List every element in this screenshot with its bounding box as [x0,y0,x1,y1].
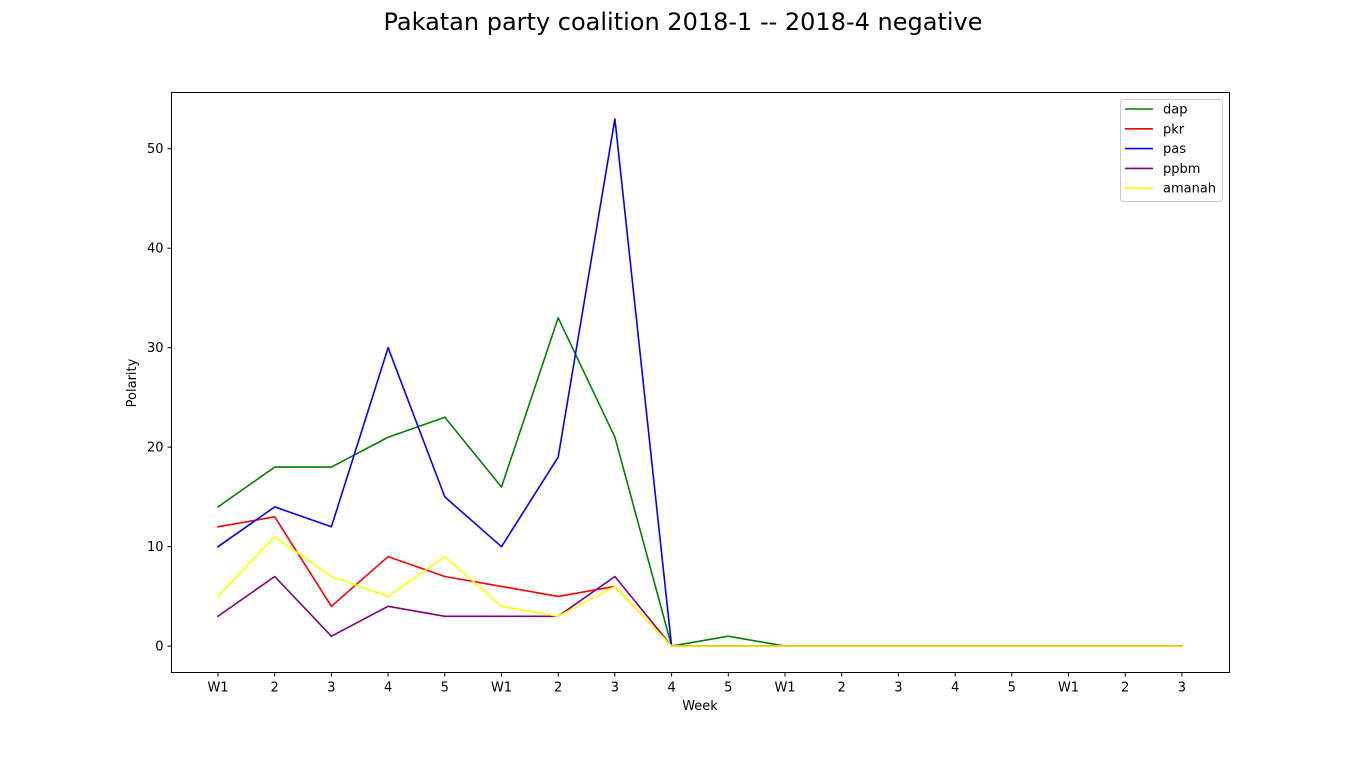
x-tick-label: 2 [271,681,279,696]
x-tick-label: 3 [894,681,902,696]
legend-label-pkr: pkr [1163,122,1185,137]
legend-box [1120,99,1223,202]
legend-label-ppbm: ppbm [1163,162,1200,177]
series-line-pas [216,118,1183,647]
x-tick-label: 3 [327,681,335,696]
x-tick-label: 3 [1178,681,1186,696]
y-tick-label: 10 [147,540,164,555]
x-tick-label: W1 [774,681,795,696]
legend-label-amanah: amanah [1163,182,1216,197]
y-tick-label: 0 [155,640,163,655]
x-tick-label: 5 [724,681,732,696]
y-tick-label: 50 [147,142,164,157]
x-tick-label: 2 [554,681,562,696]
x-tick-label: W1 [207,681,228,696]
x-tick-label: 4 [384,681,392,696]
legend: dap pkr pas ppbm amanah [1120,99,1223,202]
x-tick-label: 3 [611,681,619,696]
y-axis-label: Polarity [125,358,140,407]
y-tick-label: 30 [147,341,164,356]
legend-label-dap: dap [1163,103,1187,118]
legend-label-pas: pas [1163,142,1186,157]
x-tick-label: W1 [491,681,512,696]
x-tick-label: 4 [951,681,959,696]
x-tick-label: 2 [838,681,846,696]
x-tick-label: 5 [441,681,449,696]
y-tick-label: 40 [147,242,164,257]
series-lines [216,118,1183,647]
plot-frame [171,92,1230,673]
series-line-amanah [216,535,1183,647]
x-tick-label: 5 [1008,681,1016,696]
x-axis-label: Week [682,699,718,714]
x-tick-label: W1 [1058,681,1079,696]
y-tick-label: 20 [147,441,164,456]
x-tick-label: 2 [1121,681,1129,696]
series-line-dap [216,316,1183,647]
chart-title: Pakatan party coalition 2018-1 -- 2018-4… [383,8,983,36]
x-tick-label: 4 [667,681,675,696]
series-line-pkr [217,515,1183,647]
